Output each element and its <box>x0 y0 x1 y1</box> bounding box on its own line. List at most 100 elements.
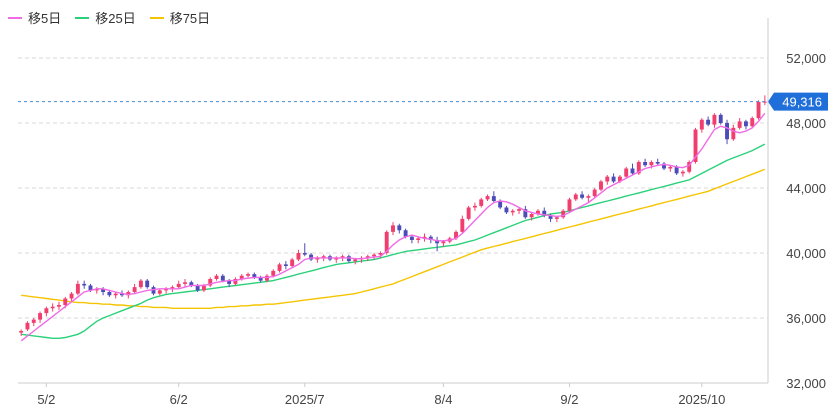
candle-body <box>63 298 68 305</box>
candle-body <box>258 277 263 281</box>
y-tick-label: 52,000 <box>786 51 826 66</box>
candle <box>113 292 118 299</box>
candle <box>50 303 55 312</box>
candle-body <box>50 306 55 309</box>
legend-swatch-ma75 <box>149 16 164 19</box>
candle <box>529 212 534 221</box>
x-tick-label: 2025/10 <box>678 392 725 407</box>
candle-body <box>485 196 490 200</box>
candle-body <box>529 214 534 218</box>
legend-swatch-ma25 <box>75 16 90 19</box>
candle-body <box>491 196 496 201</box>
candle-body <box>750 118 755 127</box>
candle <box>183 279 187 288</box>
y-tick-label: 36,000 <box>786 311 826 326</box>
candle-body <box>44 308 49 314</box>
candle-body <box>743 121 748 127</box>
candle-body <box>82 283 87 286</box>
candle-body <box>718 114 723 123</box>
legend-label-ma5: 移5日 <box>28 11 62 26</box>
candle <box>422 233 427 242</box>
candle <box>561 209 566 219</box>
candle <box>416 236 421 244</box>
candle <box>435 236 440 252</box>
candle-body <box>498 201 503 208</box>
candle-body <box>340 256 345 258</box>
ma75-line <box>21 168 766 309</box>
candle <box>718 113 723 125</box>
candle-body <box>88 285 93 291</box>
candle <box>82 280 87 289</box>
candle-body <box>756 101 761 119</box>
candle-body <box>548 215 553 219</box>
candle-body <box>737 121 742 128</box>
candle-body <box>220 275 225 281</box>
candle-body <box>31 319 36 323</box>
candle-body <box>699 119 704 130</box>
candle <box>699 118 704 133</box>
candle-body <box>113 293 118 296</box>
candle <box>264 274 269 283</box>
y-tick-label: 44,000 <box>786 181 826 196</box>
candle-body <box>428 236 433 240</box>
candle <box>624 166 629 179</box>
candle <box>19 329 24 336</box>
candle-body <box>101 288 106 292</box>
candle-body <box>315 257 320 260</box>
candle-body <box>391 225 395 232</box>
candle-body <box>592 189 597 197</box>
candle <box>592 188 597 198</box>
candle <box>479 197 484 208</box>
candle <box>643 158 648 167</box>
candle-body <box>69 293 74 299</box>
chart-legend: 移5日 移25日 移75日 <box>8 8 210 27</box>
candle-body <box>183 282 187 284</box>
candle-body <box>233 279 238 284</box>
candle-body <box>189 282 194 286</box>
candle-body <box>441 241 446 244</box>
candle-body <box>120 293 124 296</box>
legend-item-ma5: 移5日 <box>8 8 61 27</box>
candle <box>491 191 496 203</box>
candle <box>743 119 748 130</box>
legend-label-ma75: 移75日 <box>169 11 211 26</box>
candle-body <box>693 129 698 162</box>
candle <box>731 124 736 141</box>
candle-body <box>25 322 30 330</box>
candle <box>290 257 295 268</box>
candle-body <box>283 264 288 266</box>
candle-body <box>630 168 635 174</box>
candle-body <box>706 119 711 125</box>
candle <box>208 277 213 288</box>
candle <box>409 235 414 244</box>
candle-body <box>605 176 610 182</box>
last-price-marker: 49,316 <box>18 92 828 111</box>
legend-item-ma25: 移25日 <box>75 8 136 27</box>
candle-body <box>674 166 679 174</box>
candle-body <box>403 230 408 237</box>
candle-body <box>214 275 219 279</box>
candle-body <box>662 163 666 169</box>
candle-body <box>132 287 137 292</box>
candle <box>309 253 314 262</box>
candle-body <box>397 225 402 231</box>
candle-body <box>321 256 326 258</box>
y-tick-label: 32,000 <box>786 376 826 391</box>
candle <box>302 243 307 257</box>
candle <box>725 119 729 145</box>
candle-body <box>517 209 522 211</box>
candle-body <box>346 256 351 262</box>
candle <box>38 311 43 323</box>
candle-body <box>454 231 458 239</box>
candle <box>510 209 515 216</box>
ma5-series <box>20 112 766 342</box>
candle-body <box>409 236 414 240</box>
candle <box>630 163 635 175</box>
last-price-label: 49,316 <box>782 95 822 110</box>
candle-body <box>554 217 559 219</box>
candle-body <box>536 210 540 214</box>
candle-body <box>264 275 269 281</box>
candle-body <box>126 292 131 296</box>
candle <box>246 272 250 278</box>
